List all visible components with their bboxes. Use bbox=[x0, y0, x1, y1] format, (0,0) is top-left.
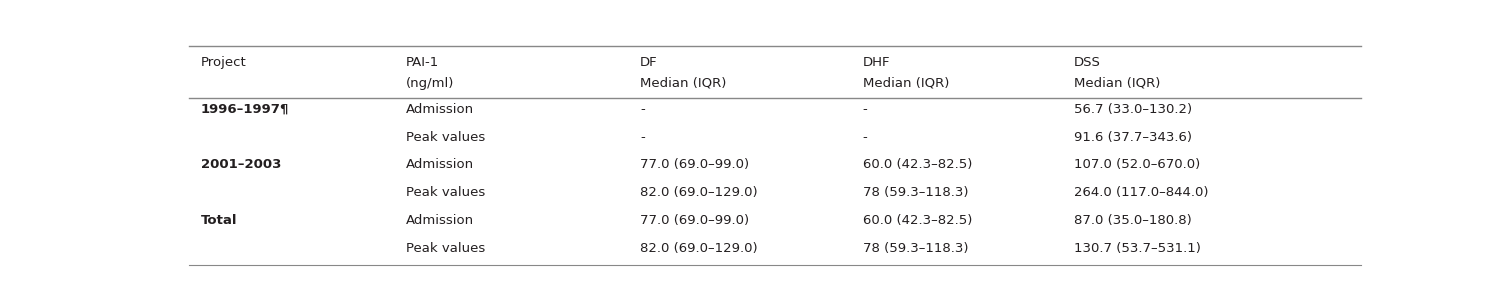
Text: DHF: DHF bbox=[863, 56, 891, 69]
Text: Admission: Admission bbox=[405, 214, 473, 227]
Text: -: - bbox=[863, 131, 868, 144]
Text: DF: DF bbox=[640, 56, 658, 69]
Text: 60.0 (42.3–82.5): 60.0 (42.3–82.5) bbox=[863, 214, 972, 227]
Text: DSS: DSS bbox=[1074, 56, 1101, 69]
Text: Admission: Admission bbox=[405, 103, 473, 116]
Text: 60.0 (42.3–82.5): 60.0 (42.3–82.5) bbox=[863, 159, 972, 171]
Text: 82.0 (69.0–129.0): 82.0 (69.0–129.0) bbox=[640, 242, 758, 255]
Text: Project: Project bbox=[201, 56, 246, 69]
Text: 77.0 (69.0–99.0): 77.0 (69.0–99.0) bbox=[640, 159, 750, 171]
Text: Total: Total bbox=[201, 214, 237, 227]
Text: Admission: Admission bbox=[405, 159, 473, 171]
Text: 77.0 (69.0–99.0): 77.0 (69.0–99.0) bbox=[640, 214, 750, 227]
Text: Median (IQR): Median (IQR) bbox=[640, 77, 727, 90]
Text: 2001–2003: 2001–2003 bbox=[201, 159, 281, 171]
Text: 264.0 (117.0–844.0): 264.0 (117.0–844.0) bbox=[1074, 186, 1208, 199]
Text: Median (IQR): Median (IQR) bbox=[1074, 77, 1160, 90]
Text: Peak values: Peak values bbox=[405, 186, 485, 199]
Text: 87.0 (35.0–180.8): 87.0 (35.0–180.8) bbox=[1074, 214, 1191, 227]
Text: 78 (59.3–118.3): 78 (59.3–118.3) bbox=[863, 186, 968, 199]
Text: 107.0 (52.0–670.0): 107.0 (52.0–670.0) bbox=[1074, 159, 1201, 171]
Text: -: - bbox=[640, 131, 646, 144]
Text: 82.0 (69.0–129.0): 82.0 (69.0–129.0) bbox=[640, 186, 758, 199]
Text: -: - bbox=[640, 103, 646, 116]
Text: 78 (59.3–118.3): 78 (59.3–118.3) bbox=[863, 242, 968, 255]
Text: Peak values: Peak values bbox=[405, 242, 485, 255]
Text: Median (IQR): Median (IQR) bbox=[863, 77, 950, 90]
Text: 91.6 (37.7–343.6): 91.6 (37.7–343.6) bbox=[1074, 131, 1191, 144]
Text: -: - bbox=[863, 103, 868, 116]
Text: PAI-1: PAI-1 bbox=[405, 56, 438, 69]
Text: Peak values: Peak values bbox=[405, 131, 485, 144]
Text: 56.7 (33.0–130.2): 56.7 (33.0–130.2) bbox=[1074, 103, 1191, 116]
Text: (ng/ml): (ng/ml) bbox=[405, 77, 454, 90]
Text: 1996–1997¶: 1996–1997¶ bbox=[201, 103, 289, 116]
Text: 130.7 (53.7–531.1): 130.7 (53.7–531.1) bbox=[1074, 242, 1201, 255]
